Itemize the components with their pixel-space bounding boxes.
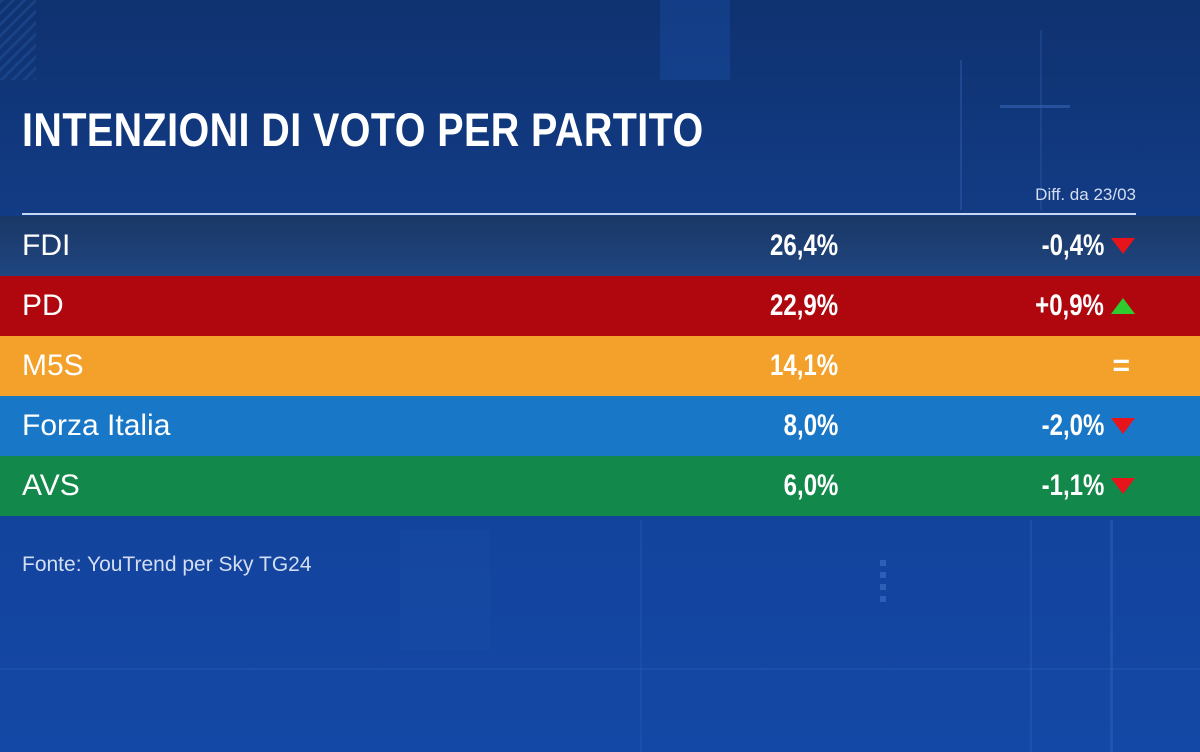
- header-divider: [22, 213, 1136, 215]
- triangle-up-icon: [1111, 298, 1135, 314]
- triangle-down-icon: [1111, 238, 1135, 254]
- table-row: Forza Italia 8,0% -2,0%: [0, 396, 1200, 456]
- triangle-down-icon: [1111, 478, 1135, 494]
- vote-percentage: 14,1%: [769, 349, 838, 382]
- results-table: FDI 26,4% -0,4% PD 22,9% +0,9% M5S 14,1% = Forza …: [0, 216, 1200, 516]
- table-row: AVS 6,0% -1,1%: [0, 456, 1200, 516]
- party-name: M5S: [22, 349, 84, 382]
- diff-column-header: Diff. da 23/03: [1035, 185, 1136, 204]
- party-name: Forza Italia: [22, 409, 171, 442]
- party-name: PD: [22, 289, 64, 322]
- vote-percentage: 26,4%: [769, 229, 838, 262]
- party-name: AVS: [22, 469, 80, 502]
- diff-equal: =: [1112, 349, 1130, 382]
- vote-percentage: 22,9%: [769, 289, 838, 322]
- source-note: Fonte: YouTrend per Sky TG24: [22, 553, 312, 576]
- diff-value: -1,1%: [1041, 469, 1104, 502]
- diff-value: -2,0%: [1041, 409, 1104, 442]
- triangle-down-icon: [1111, 418, 1135, 434]
- table-row: M5S 14,1% =: [0, 336, 1200, 396]
- party-name: FDI: [22, 229, 71, 262]
- chart-title: INTENZIONI DI VOTO PER PARTITO: [22, 103, 704, 156]
- diff-value: -0,4%: [1041, 229, 1104, 262]
- vote-percentage: 6,0%: [783, 469, 838, 502]
- table-row: FDI 26,4% -0,4%: [0, 216, 1200, 276]
- vote-percentage: 8,0%: [783, 409, 838, 442]
- diff-value: +0,9%: [1035, 289, 1104, 322]
- table-row: PD 22,9% +0,9%: [0, 276, 1200, 336]
